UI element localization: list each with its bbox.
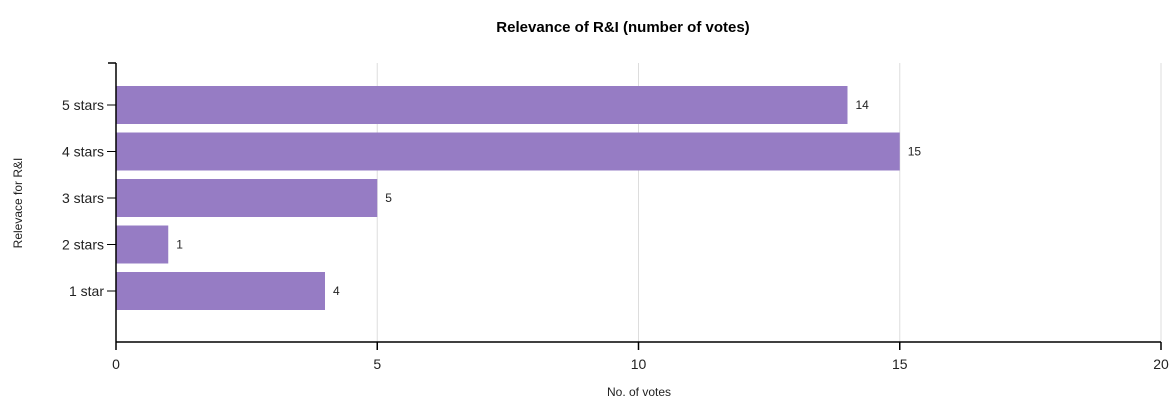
bar-value-label: 1 xyxy=(176,238,183,252)
x-tick-label: 10 xyxy=(631,356,647,372)
bar-value-label: 15 xyxy=(908,145,922,159)
bar xyxy=(116,272,325,310)
y-tick-label: 5 stars xyxy=(62,97,104,113)
x-axis-label: No. of votes xyxy=(607,385,671,399)
y-tick-label: 4 stars xyxy=(62,144,104,160)
x-tick-label: 15 xyxy=(892,356,908,372)
chart-title: Relevance of R&I (number of votes) xyxy=(496,19,749,36)
bar xyxy=(116,132,900,171)
y-tick-label: 2 stars xyxy=(62,237,104,253)
y-tick-label: 1 star xyxy=(69,283,104,299)
y-tick-label: 3 stars xyxy=(62,190,104,206)
bar xyxy=(116,225,169,264)
bar-value-label: 14 xyxy=(856,98,870,112)
bar xyxy=(116,179,378,217)
bar xyxy=(116,86,848,124)
bar-value-label: 5 xyxy=(385,191,392,205)
x-tick-label: 0 xyxy=(112,356,120,372)
bar-value-label: 4 xyxy=(333,284,340,298)
x-tick-label: 5 xyxy=(373,356,381,372)
y-axis-label: Relevace for R&I xyxy=(11,158,25,249)
x-tick-label: 20 xyxy=(1153,356,1169,372)
